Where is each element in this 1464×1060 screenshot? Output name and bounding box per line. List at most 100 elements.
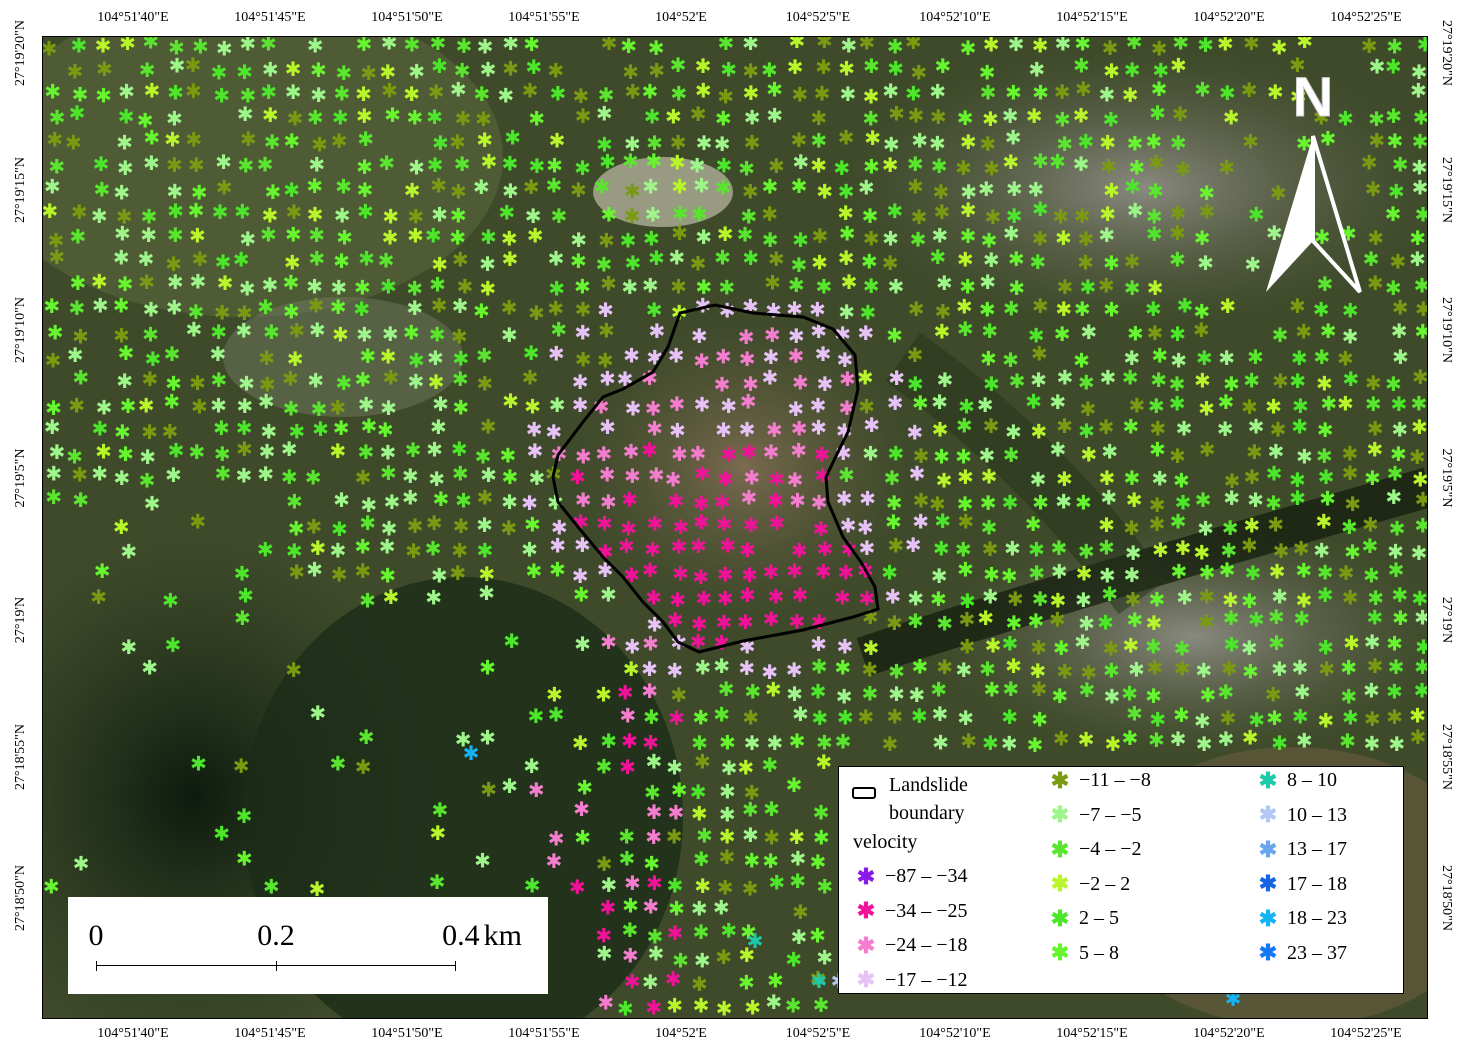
velocity-point: ✱ <box>838 56 855 80</box>
velocity-point: ✱ <box>839 367 856 391</box>
velocity-point: ✱ <box>598 228 615 252</box>
velocity-point: ✱ <box>1170 54 1187 78</box>
velocity-point: ✱ <box>790 925 807 949</box>
velocity-point: ✱ <box>1027 177 1044 201</box>
velocity-point: ✱ <box>835 730 852 754</box>
velocity-point: ✱ <box>1169 221 1186 245</box>
velocity-point: ✱ <box>1027 733 1044 757</box>
velocity-point: ✱ <box>670 131 687 155</box>
velocity-point: ✱ <box>1073 104 1090 128</box>
legend-class: ✱ −24 – −18 <box>855 934 968 957</box>
velocity-point: ✱ <box>1147 179 1164 203</box>
legend-class: ✱ 8 – 10 <box>1257 769 1337 792</box>
velocity-point: ✱ <box>1313 106 1330 130</box>
velocity-point: ✱ <box>188 300 205 324</box>
velocity-point: ✱ <box>478 581 495 605</box>
velocity-point: ✱ <box>596 132 613 156</box>
legend-class-range: −7 – −5 <box>1079 803 1142 826</box>
velocity-point: ✱ <box>693 993 710 1017</box>
velocity-point: ✱ <box>813 993 830 1017</box>
velocity-point: ✱ <box>984 677 1001 701</box>
velocity-point: ✱ <box>641 438 658 462</box>
velocity-point: ✱ <box>1005 125 1022 149</box>
legend-class: ✱ −11 – −8 <box>1049 769 1151 792</box>
velocity-point: ✱ <box>307 105 324 129</box>
velocity-point: ✱ <box>743 466 760 490</box>
velocity-point: ✱ <box>407 514 424 538</box>
velocity-point: ✱ <box>715 945 732 969</box>
velocity-point: ✱ <box>833 156 850 180</box>
velocity-point: ✱ <box>1199 560 1216 584</box>
velocity-point: ✱ <box>601 37 618 55</box>
velocity-point: ✱ <box>92 294 109 318</box>
velocity-point: ✱ <box>671 534 688 558</box>
velocity-point: ✱ <box>379 60 396 84</box>
velocity-point: ✱ <box>1001 731 1018 755</box>
velocity-point: ✱ <box>1098 536 1115 560</box>
velocity-point: ✱ <box>786 468 803 492</box>
velocity-point: ✱ <box>429 323 446 347</box>
velocity-point: ✱ <box>983 248 1000 272</box>
velocity-point: ✱ <box>715 610 732 634</box>
velocity-point: ✱ <box>425 585 442 609</box>
velocity-point: ✱ <box>71 200 88 224</box>
velocity-point: ✱ <box>645 996 662 1019</box>
velocity-point: ✱ <box>430 415 447 439</box>
velocity-point: ✱ <box>1266 706 1283 730</box>
velocity-point: ✱ <box>909 461 926 485</box>
velocity-point: ✱ <box>666 659 683 683</box>
velocity-point: ✱ <box>668 344 685 368</box>
velocity-point: ✱ <box>548 247 565 271</box>
velocity-point: ✱ <box>595 442 612 466</box>
velocity-point: ✱ <box>332 105 349 129</box>
velocity-point: ✱ <box>476 371 493 395</box>
velocity-point: ✱ <box>357 440 374 464</box>
legend-class-range: 13 – 17 <box>1287 838 1347 860</box>
velocity-point: ✱ <box>307 37 324 57</box>
velocity-point: ✱ <box>1053 636 1070 660</box>
velocity-point: ✱ <box>1074 204 1091 228</box>
velocity-point: ✱ <box>166 295 183 319</box>
velocity-point: ✱ <box>811 706 828 730</box>
velocity-point: ✱ <box>1169 322 1186 346</box>
velocity-point: ✱ <box>761 660 778 684</box>
velocity-point: ✱ <box>1198 610 1215 634</box>
velocity-point: ✱ <box>642 273 659 297</box>
scale-label-0: 0 <box>88 919 104 952</box>
velocity-point: ✱ <box>841 537 858 561</box>
velocity-point: ✱ <box>1002 150 1019 174</box>
velocity-point: ✱ <box>619 703 636 727</box>
velocity-point: ✱ <box>141 420 158 444</box>
velocity-point: ✱ <box>955 658 972 682</box>
velocity-point: ✱ <box>286 539 303 563</box>
velocity-point: ✱ <box>929 79 946 103</box>
velocity-point: ✱ <box>1344 540 1361 564</box>
velocity-point: ✱ <box>742 797 759 821</box>
velocity-point: ✱ <box>1193 318 1210 342</box>
velocity-point: ✱ <box>1100 485 1117 509</box>
velocity-point: ✱ <box>887 37 904 59</box>
velocity-point: ✱ <box>1270 181 1287 205</box>
velocity-point: ✱ <box>1174 536 1191 560</box>
velocity-point: ✱ <box>882 251 899 275</box>
velocity-point: ✱ <box>693 510 710 534</box>
velocity-point: ✱ <box>119 37 136 55</box>
velocity-point: ✱ <box>1337 392 1354 416</box>
velocity-point: ✱ <box>1150 368 1167 392</box>
velocity-point: ✱ <box>1050 437 1067 461</box>
velocity-point: ✱ <box>1366 606 1383 630</box>
velocity-point: ✱ <box>1247 488 1264 512</box>
velocity-point: ✱ <box>1145 297 1162 321</box>
velocity-point: ✱ <box>1097 611 1114 635</box>
velocity-point: ✱ <box>44 79 61 103</box>
velocity-point: ✱ <box>596 102 613 126</box>
velocity-point: ✱ <box>480 58 497 82</box>
velocity-point: ✱ <box>1193 541 1210 565</box>
velocity-point: ✱ <box>185 53 202 77</box>
velocity-point: ✱ <box>451 437 468 461</box>
velocity-point: ✱ <box>790 128 807 152</box>
velocity-point: ✱ <box>1412 365 1428 389</box>
velocity-point: ✱ <box>92 416 109 440</box>
velocity-point: ✱ <box>672 562 689 586</box>
velocity-point: ✱ <box>1008 247 1025 271</box>
